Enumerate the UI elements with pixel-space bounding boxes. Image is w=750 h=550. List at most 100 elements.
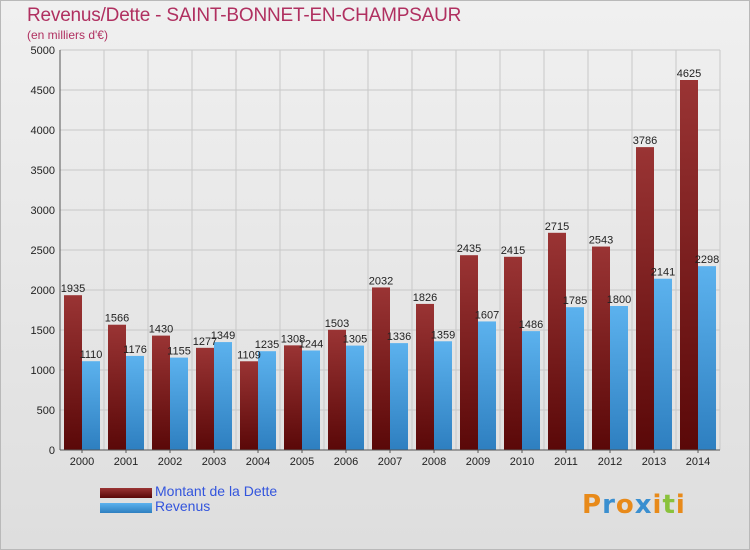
legend-label-revenue: Revenus	[155, 498, 211, 514]
value-label-revenue-2011: 1785	[563, 295, 587, 307]
value-label-revenue-2007: 1336	[387, 331, 411, 343]
x-tick-label: 2003	[202, 456, 226, 468]
x-tick-label: 2001	[114, 456, 138, 468]
y-tick-label: 4000	[31, 125, 55, 137]
bar-revenue-2004	[258, 351, 276, 450]
bar-debt-2008	[416, 303, 434, 450]
bar-revenue-2007	[390, 343, 408, 450]
value-label-revenue-2014: 2298	[695, 254, 719, 266]
bar-debt-2001	[108, 324, 126, 450]
x-tick-label: 2006	[334, 456, 358, 468]
value-label-revenue-2000: 1110	[80, 349, 103, 361]
x-tick-label: 2012	[598, 456, 622, 468]
y-tick-label: 3000	[31, 205, 55, 217]
y-tick-label: 2500	[31, 245, 55, 257]
logo-letter: r	[602, 490, 616, 520]
bar-revenue-2002	[170, 357, 188, 450]
bar-debt-2004	[240, 361, 258, 450]
x-tick-label: 2005	[290, 456, 314, 468]
bar-debt-2007	[372, 287, 390, 450]
bars	[64, 80, 716, 450]
logo-letter: i	[675, 490, 686, 520]
value-label-debt-2005: 1308	[281, 333, 305, 345]
x-tick-label: 2014	[686, 456, 710, 468]
bar-revenue-2006	[346, 345, 364, 450]
logo-letter: x	[634, 490, 653, 520]
bar-revenue-2001	[126, 355, 144, 450]
bar-revenue-2005	[302, 350, 320, 450]
value-label-debt-2008: 1826	[413, 292, 437, 304]
value-label-revenue-2012: 1800	[607, 294, 631, 306]
legend-swatch-debt	[100, 488, 152, 498]
bar-debt-2000	[64, 295, 82, 450]
bar-debt-2014	[680, 80, 698, 450]
bar-revenue-2010	[522, 331, 540, 450]
y-tick-label: 0	[49, 445, 55, 457]
x-tick-label: 2009	[466, 456, 490, 468]
y-tick-label: 1500	[31, 325, 55, 337]
y-tick-label: 5000	[31, 45, 55, 57]
value-label-revenue-2006: 1305	[343, 334, 367, 346]
value-label-debt-2014: 4625	[677, 68, 701, 80]
value-label-revenue-2001: 1176	[123, 344, 147, 356]
bar-debt-2010	[504, 256, 522, 450]
bar-revenue-2000	[82, 361, 100, 450]
x-tick-label: 2010	[510, 456, 534, 468]
x-tick-label: 2011	[554, 456, 578, 468]
bar-debt-2012	[592, 246, 610, 450]
value-label-revenue-2003: 1349	[211, 330, 235, 342]
x-tick-label: 2008	[422, 456, 446, 468]
bar-revenue-2011	[566, 307, 584, 450]
axes: 0 500 1000 1500 2000 2500 3000 3500 4000 4500 5000…	[31, 45, 720, 468]
value-label-debt-2000: 1935	[61, 283, 85, 295]
bar-debt-2003	[196, 347, 214, 450]
value-label-debt-2009: 2435	[457, 243, 481, 255]
value-label-debt-2013: 3786	[633, 135, 657, 147]
value-label-debt-2006: 1503	[325, 318, 349, 330]
bar-debt-2002	[152, 335, 170, 450]
chart-subtitle: (en milliers d'€)	[27, 28, 108, 42]
y-tick-label: 3500	[31, 165, 55, 177]
value-label-debt-2007: 2032	[369, 275, 393, 287]
value-label-debt-2010: 2415	[501, 245, 525, 257]
x-tick-label: 2004	[246, 456, 270, 468]
x-tick-label: 2007	[378, 456, 402, 468]
bar-debt-2011	[548, 232, 566, 450]
value-label-debt-2002: 1430	[149, 324, 173, 336]
value-label-revenue-2010: 1486	[519, 319, 543, 331]
bar-revenue-2003	[214, 342, 232, 450]
logo-letter: o	[615, 490, 635, 520]
x-tick-label: 2013	[642, 456, 666, 468]
bar-revenue-2008	[434, 341, 452, 450]
value-label-debt-2012: 2543	[589, 235, 613, 247]
x-tick-label: 2002	[158, 456, 182, 468]
bar-debt-2006	[328, 329, 346, 450]
logo-letter: t	[662, 490, 676, 520]
bar-revenue-2009	[478, 321, 496, 450]
value-label-revenue-2013: 2141	[651, 267, 675, 279]
bar-revenue-2014	[698, 266, 716, 450]
value-label-revenue-2009: 1607	[475, 309, 499, 321]
bar-revenue-2012	[610, 306, 628, 450]
chart-title: Revenus/Dette - SAINT-BONNET-EN-CHAMPSAU…	[27, 5, 462, 26]
value-label-debt-2004: 1109	[237, 349, 261, 361]
legend-label-debt: Montant de la Dette	[155, 483, 278, 499]
bar-debt-2009	[460, 255, 478, 450]
x-tick-label: 2000	[70, 456, 94, 468]
y-tick-label: 1000	[31, 365, 55, 377]
value-label-debt-2003: 1277	[193, 336, 217, 348]
logo-letter: i	[652, 490, 663, 520]
y-tick-label: 4500	[31, 85, 55, 97]
value-label-revenue-2002: 1155	[167, 346, 191, 358]
bar-debt-2013	[636, 147, 654, 450]
value-label-debt-2001: 1566	[105, 313, 129, 325]
y-tick-label: 2000	[31, 285, 55, 297]
value-label-revenue-2005: 1244	[299, 338, 323, 350]
y-tick-label: 500	[37, 405, 55, 417]
proxiti-logo: Proxiti	[582, 490, 686, 520]
value-label-revenue-2008: 1359	[431, 329, 455, 341]
bar-debt-2005	[284, 345, 302, 450]
bar-revenue-2013	[654, 278, 672, 450]
